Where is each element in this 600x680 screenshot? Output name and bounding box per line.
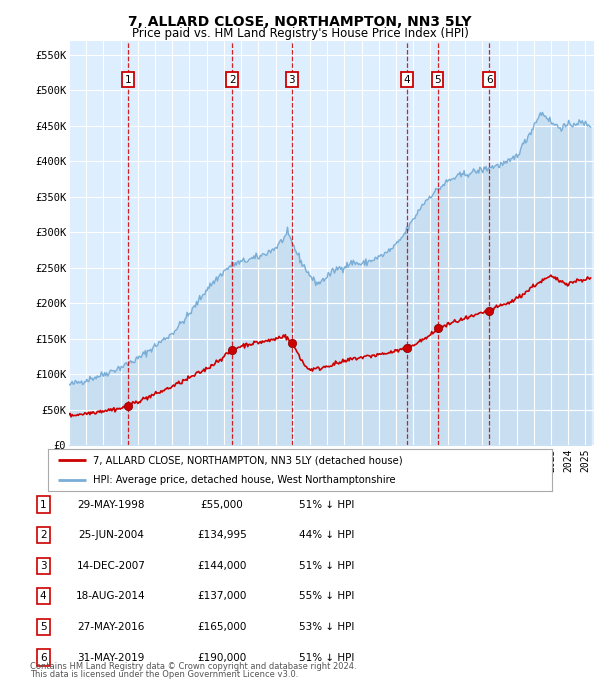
Text: £165,000: £165,000 (197, 622, 247, 632)
Text: 55% ↓ HPI: 55% ↓ HPI (299, 592, 355, 601)
Text: 14-DEC-2007: 14-DEC-2007 (77, 561, 145, 571)
Text: 3: 3 (40, 561, 47, 571)
Text: 3: 3 (289, 75, 295, 85)
Text: Price paid vs. HM Land Registry's House Price Index (HPI): Price paid vs. HM Land Registry's House … (131, 27, 469, 40)
Text: 18-AUG-2014: 18-AUG-2014 (76, 592, 146, 601)
Text: 7, ALLARD CLOSE, NORTHAMPTON, NN3 5LY (detached house): 7, ALLARD CLOSE, NORTHAMPTON, NN3 5LY (d… (94, 455, 403, 465)
Text: 53% ↓ HPI: 53% ↓ HPI (299, 622, 355, 632)
Text: Contains HM Land Registry data © Crown copyright and database right 2024.: Contains HM Land Registry data © Crown c… (30, 662, 356, 671)
Text: 5: 5 (40, 622, 47, 632)
Text: 1: 1 (124, 75, 131, 85)
Text: HPI: Average price, detached house, West Northamptonshire: HPI: Average price, detached house, West… (94, 475, 396, 485)
Text: £144,000: £144,000 (197, 561, 247, 571)
Text: 6: 6 (486, 75, 493, 85)
Text: This data is licensed under the Open Government Licence v3.0.: This data is licensed under the Open Gov… (30, 670, 298, 679)
Text: 29-MAY-1998: 29-MAY-1998 (77, 500, 145, 509)
Text: 4: 4 (40, 592, 47, 601)
Text: 44% ↓ HPI: 44% ↓ HPI (299, 530, 355, 540)
Text: 27-MAY-2016: 27-MAY-2016 (77, 622, 145, 632)
Text: £55,000: £55,000 (200, 500, 244, 509)
Text: 1: 1 (40, 500, 47, 509)
Text: 51% ↓ HPI: 51% ↓ HPI (299, 653, 355, 662)
Text: £134,995: £134,995 (197, 530, 247, 540)
Text: 5: 5 (434, 75, 441, 85)
Text: 6: 6 (40, 653, 47, 662)
Text: £190,000: £190,000 (197, 653, 247, 662)
Text: 51% ↓ HPI: 51% ↓ HPI (299, 500, 355, 509)
Text: 7, ALLARD CLOSE, NORTHAMPTON, NN3 5LY: 7, ALLARD CLOSE, NORTHAMPTON, NN3 5LY (128, 15, 472, 29)
Text: 2: 2 (40, 530, 47, 540)
Text: £137,000: £137,000 (197, 592, 247, 601)
Text: 51% ↓ HPI: 51% ↓ HPI (299, 561, 355, 571)
Text: 2: 2 (229, 75, 235, 85)
Text: 25-JUN-2004: 25-JUN-2004 (78, 530, 144, 540)
Text: 4: 4 (404, 75, 410, 85)
Text: 31-MAY-2019: 31-MAY-2019 (77, 653, 145, 662)
